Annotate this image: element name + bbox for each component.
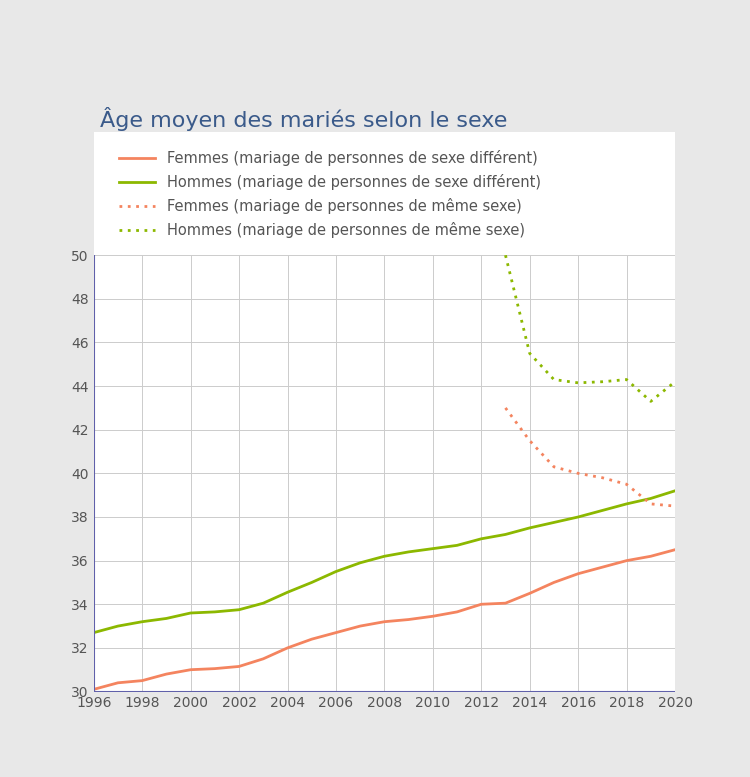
- Legend: Femmes (mariage de personnes de sexe différent), Hommes (mariage de personnes de: Femmes (mariage de personnes de sexe dif…: [112, 144, 547, 243]
- Text: Âge moyen des mariés selon le sexe: Âge moyen des mariés selon le sexe: [100, 106, 507, 131]
